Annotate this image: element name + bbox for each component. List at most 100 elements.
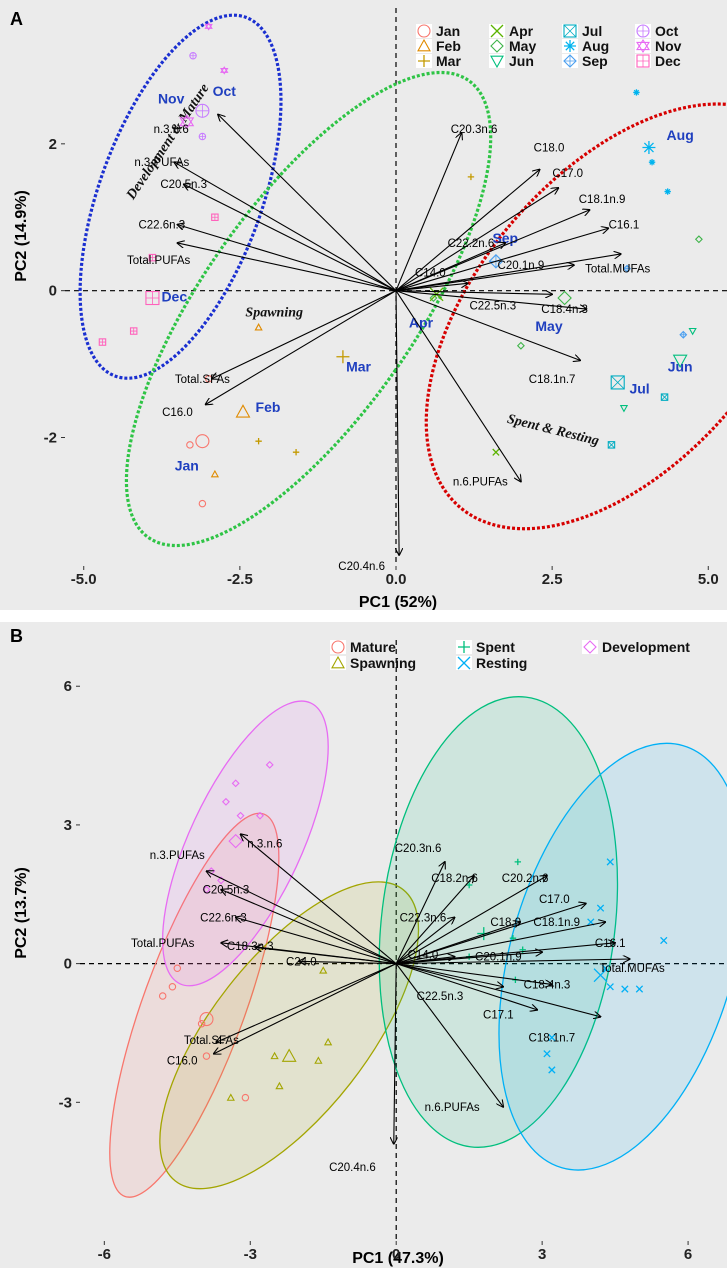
panel-b-xtick-label: -3 bbox=[244, 1246, 257, 1263]
panel-b-loading-arrow-c20-3n-6 bbox=[395, 862, 445, 964]
panel-a-legend-label-jan: Jan bbox=[436, 23, 460, 39]
panel-a-loading-label-c16-1: C16.1 bbox=[609, 220, 640, 232]
panel-a-centroid-label-jul: Jul bbox=[629, 380, 649, 396]
panel-a-point-jan bbox=[198, 499, 207, 508]
panel-b-loading-arrow-c17-0 bbox=[396, 904, 586, 965]
panel-b-loading-arrow-n-3-pufas bbox=[206, 871, 397, 965]
panel-b-point-resting bbox=[606, 858, 614, 866]
panel-a-legend-key-bg bbox=[416, 24, 432, 38]
panel-a-point-jul-x bbox=[607, 441, 615, 449]
panel-b-loading-arrow-c18-2n-6 bbox=[395, 876, 474, 964]
panel-a-ytick-label: -2 bbox=[44, 430, 57, 447]
panel-b-ytick-label: 3 bbox=[64, 817, 72, 834]
panel-a-legend-key-oct-plus bbox=[637, 25, 649, 37]
panel-b-loading-arrow-c18-1n-7 bbox=[396, 963, 600, 1017]
panel-a-centroid-label-may: May bbox=[535, 318, 562, 334]
panel-a-loading-label-c20-3n-6: C20.3n.6 bbox=[451, 124, 498, 136]
panel-a-point-oct-plus bbox=[199, 133, 206, 140]
panel-a-legend-key-may bbox=[490, 39, 504, 53]
panel-b-point-spawning bbox=[270, 1051, 279, 1060]
panel-b-legend-label-mature: Mature bbox=[350, 639, 396, 655]
panel-b-loading-label-c17-1: C17.1 bbox=[483, 1009, 514, 1021]
panel-a-loading-arrow-n-3-pufas bbox=[174, 162, 397, 292]
panel-b-plot-area bbox=[80, 640, 727, 1241]
panel-a: A PC1 (52%) PC2 (14.9%) -5.0 -2.5 0.0 2.5 5.… bbox=[0, 0, 727, 611]
panel-a-loading-label-n-3-pufas: n.3.PUFAs bbox=[134, 157, 189, 169]
panel-a-loading-label-c18-4n-3: C18.4n.3 bbox=[541, 304, 588, 316]
panel-a-ellipse-spawning bbox=[124, 70, 493, 548]
panel-a-loading-arrow-total-pufas bbox=[177, 243, 397, 292]
panel-a-legend-key-feb bbox=[417, 38, 431, 52]
panel-b-loading-label-c18-1n-7: C18.1n.7 bbox=[529, 1033, 576, 1045]
panel-a-loading-arrow-c16-0 bbox=[206, 290, 397, 405]
panel-a-point-sep-plus bbox=[623, 265, 631, 272]
panel-b-point-resting bbox=[548, 1066, 556, 1074]
panel-a-legend-key-sep-plus bbox=[564, 55, 576, 67]
panel-a-loading-arrow-c20-4n-6 bbox=[396, 290, 399, 555]
panel-b-point-mature bbox=[241, 1093, 250, 1102]
panel-a-legend-key-jan bbox=[417, 24, 431, 38]
panel-a-point-dec-plus bbox=[130, 327, 137, 335]
panel-a-loading-label-c17-0: C17.0 bbox=[552, 168, 583, 180]
panel-a-legend-key-bg bbox=[416, 39, 432, 53]
panel-b-point-mature bbox=[168, 982, 177, 991]
panel-b-ytick-label: 6 bbox=[64, 678, 72, 695]
panel-a-xtick-label: 5.0 bbox=[698, 571, 719, 588]
panel-a-loading-label-total-pufas: Total.PUFAs bbox=[127, 255, 191, 267]
panel-b-ellipse-mature bbox=[109, 812, 280, 1198]
panel-b-xtick-label: 3 bbox=[538, 1246, 546, 1263]
panel-a-loading-label-c16-0: C16.0 bbox=[162, 407, 193, 419]
panel-a-loading-arrow-c22-6n-3 bbox=[177, 225, 397, 292]
panel-a-loading-arrow-c18-1n-9 bbox=[395, 210, 590, 292]
panel-b-ellipse-spent bbox=[378, 696, 619, 1148]
panel-a-point-nov-b bbox=[220, 67, 229, 75]
panel-a-xlabel: PC1 (52%) bbox=[359, 594, 437, 611]
panel-b-loading-arrow-total-mufas bbox=[396, 959, 630, 965]
panel-b-letter: B bbox=[10, 626, 23, 646]
panel-b-legend-key-bg bbox=[582, 640, 598, 654]
panel-b-ytick-label: 0 bbox=[64, 956, 72, 973]
panel-a-loading-label-c22-5n-3: C22.5n.3 bbox=[469, 300, 516, 312]
panel-a-legend-label-may: May bbox=[509, 38, 536, 54]
panel-a-point-dec-plus bbox=[99, 338, 106, 346]
panel-b-loading-arrow-c20-1n-9 bbox=[396, 952, 542, 965]
panel-a-legend-key-bg bbox=[635, 39, 651, 53]
panel-b-point-development bbox=[256, 811, 264, 820]
panel-b-point-resting bbox=[660, 936, 668, 945]
panel-b-ellipse-development bbox=[161, 700, 329, 987]
panel-b-loading-label-c18-3n-3: C18.3n.3 bbox=[227, 941, 274, 953]
panel-a-point-dec-plus bbox=[149, 254, 156, 261]
panel-a-point-feb bbox=[210, 469, 220, 478]
panel-b-legend-label-spawning: Spawning bbox=[350, 655, 416, 671]
panel-a-loading-arrow-n-6-pufas bbox=[395, 290, 521, 482]
panel-b-xlabel: PC1 (47.3%) bbox=[352, 1250, 444, 1267]
panel-a-centroid-may bbox=[557, 290, 572, 306]
panel-b-point-development bbox=[231, 779, 240, 788]
panel-b-loading-arrow-c22-3n-6 bbox=[395, 917, 454, 965]
panel-a-loading-label-c22-2n-6: C22.2n.6 bbox=[448, 238, 495, 250]
panel-b-loading-arrow-c20-2n-6 bbox=[395, 876, 547, 965]
panel-a-centroid-jun bbox=[672, 354, 688, 369]
panel-b-legend-label-spent: Spent bbox=[476, 639, 515, 655]
panel-b-loading-label-n-6-pufas: n.6.PUFAs bbox=[425, 1102, 480, 1114]
panel-a-point-aug bbox=[648, 158, 656, 166]
panel-b-loading-label-c24-0: C24.0 bbox=[286, 956, 317, 968]
panel-a-centroid-oct-plus bbox=[195, 104, 209, 118]
panel-a-legend-key-bg bbox=[489, 39, 505, 53]
panel-a-loading-label-c18-1n-7: C18.1n.7 bbox=[529, 374, 576, 386]
panel-a-point-mar bbox=[255, 437, 262, 445]
panel-b-loading-arrow-c18-3n-3 bbox=[255, 947, 397, 965]
panel-a-group-label-spawning: Spawning bbox=[245, 305, 303, 320]
panel-b-loading-label-c22-5n-3: C22.5n.3 bbox=[417, 991, 464, 1003]
panel-a-point-jul-x bbox=[661, 393, 669, 401]
panel-a-ellipse-development-mature bbox=[78, 13, 283, 380]
panel-a-legend-label-feb: Feb bbox=[436, 38, 461, 54]
panel-a-legend-key-nov bbox=[636, 38, 650, 51]
panel-b-ytick-label: -3 bbox=[59, 1094, 72, 1111]
panel-b-loading-label-c18-1n-9: C18.1n.9 bbox=[533, 917, 580, 929]
panel-a-point-feb bbox=[254, 323, 263, 331]
panel-b-xtick-label: 6 bbox=[684, 1246, 692, 1263]
panel-b-point-development bbox=[236, 811, 245, 820]
panel-b-point-spawning bbox=[314, 1056, 323, 1064]
